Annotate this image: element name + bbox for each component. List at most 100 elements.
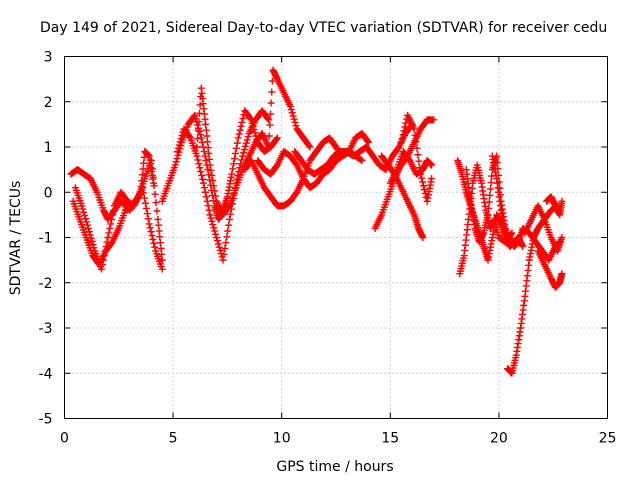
data-point xyxy=(211,187,219,195)
data-point xyxy=(519,243,527,251)
data-point xyxy=(235,130,243,138)
data-point xyxy=(173,148,181,156)
data-point xyxy=(414,151,422,159)
data-point xyxy=(102,243,110,251)
data-series xyxy=(67,66,566,377)
data-point xyxy=(153,207,161,215)
data-point xyxy=(78,202,86,210)
series-trace-18 xyxy=(504,202,562,377)
data-point xyxy=(413,144,421,152)
data-point xyxy=(192,115,200,123)
data-point xyxy=(246,115,254,123)
series-trace-9 xyxy=(291,120,416,178)
x-axis-ticks: 0 5 10 15 20 25 xyxy=(60,56,616,447)
data-point xyxy=(229,165,237,173)
data-point xyxy=(558,270,566,278)
series-trace-5 xyxy=(173,107,273,264)
data-point xyxy=(219,256,227,264)
data-point xyxy=(236,126,244,134)
series-trace-19 xyxy=(521,202,566,255)
data-point xyxy=(90,244,98,252)
data-point xyxy=(194,126,202,134)
data-point xyxy=(365,138,373,146)
data-point xyxy=(306,143,314,151)
data-point xyxy=(194,156,202,164)
data-point xyxy=(214,240,222,248)
data-point xyxy=(242,139,250,147)
data-point xyxy=(194,135,202,143)
data-point xyxy=(485,198,493,206)
data-point xyxy=(143,210,151,218)
data-point xyxy=(103,238,111,246)
data-point xyxy=(251,129,259,137)
data-point xyxy=(400,127,408,135)
data-point xyxy=(234,134,242,142)
data-point xyxy=(87,234,95,242)
data-point xyxy=(410,125,418,133)
data-point xyxy=(420,186,428,194)
data-point xyxy=(79,205,87,213)
data-point xyxy=(85,228,93,236)
data-point xyxy=(149,235,157,243)
data-point xyxy=(267,110,275,118)
data-point xyxy=(196,101,204,109)
x-tick-label: 5 xyxy=(169,431,178,447)
data-point xyxy=(197,168,205,176)
data-point xyxy=(206,211,214,219)
y-tick-label: -3 xyxy=(39,321,53,337)
data-point xyxy=(238,118,246,126)
x-axis-label: GPS time / hours xyxy=(276,459,393,475)
data-point xyxy=(266,121,274,129)
series-trace-12 xyxy=(386,148,436,187)
data-point xyxy=(225,203,233,211)
data-point xyxy=(173,155,181,163)
data-point xyxy=(200,179,208,187)
data-point xyxy=(97,265,105,273)
data-point xyxy=(109,211,117,219)
data-point xyxy=(99,256,107,264)
data-point xyxy=(419,178,427,186)
data-point xyxy=(224,227,232,235)
y-tick-label: -1 xyxy=(39,231,53,247)
data-point xyxy=(158,265,166,273)
data-point xyxy=(210,224,218,232)
data-point xyxy=(208,217,216,225)
data-point xyxy=(239,115,247,123)
data-point xyxy=(209,177,217,185)
data-point xyxy=(418,174,426,182)
data-point xyxy=(200,184,208,192)
data-point xyxy=(80,208,88,216)
data-point xyxy=(558,197,566,205)
data-point xyxy=(104,234,112,241)
data-point xyxy=(193,143,201,151)
data-point xyxy=(86,231,94,239)
data-point xyxy=(428,175,436,183)
data-point xyxy=(144,215,152,223)
data-point xyxy=(152,199,160,207)
data-point xyxy=(195,160,203,168)
data-point xyxy=(146,224,154,232)
data-point xyxy=(267,99,275,107)
data-point xyxy=(193,152,201,160)
data-point xyxy=(231,155,239,163)
data-point xyxy=(107,220,115,228)
data-point xyxy=(221,244,229,252)
data-point xyxy=(227,210,235,218)
data-point xyxy=(273,134,281,142)
data-point xyxy=(142,204,150,212)
data-point xyxy=(265,132,273,140)
data-point xyxy=(215,243,223,251)
data-point xyxy=(419,234,427,241)
data-point xyxy=(485,204,493,212)
series-trace-20 xyxy=(534,247,566,291)
data-point xyxy=(487,179,495,187)
data-point xyxy=(289,112,297,120)
data-point xyxy=(151,243,159,251)
x-tick-label: 15 xyxy=(381,431,399,447)
data-point xyxy=(287,106,295,114)
data-point xyxy=(220,250,228,258)
data-point xyxy=(264,115,272,123)
data-point xyxy=(292,122,300,130)
data-point xyxy=(213,237,221,245)
data-point xyxy=(233,139,241,147)
